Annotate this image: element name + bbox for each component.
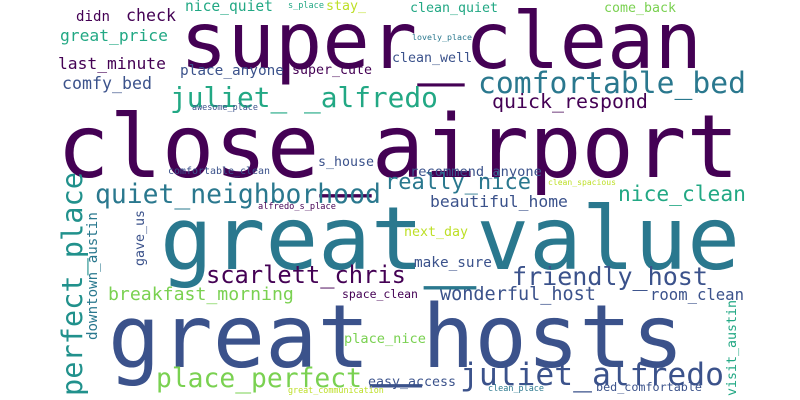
word-great-communication: great_communication (288, 385, 384, 395)
word-perfect-place: perfect_place (55, 172, 89, 396)
word-place-anyone: place_anyone (180, 63, 284, 79)
word-s-house: s_house (318, 155, 374, 170)
word-clean-spacious: clean_spacious (548, 178, 616, 187)
word-gave-us: gave_us (133, 210, 148, 266)
word-come-back: come_back (604, 1, 676, 16)
word-super-cute: super_cute (292, 63, 372, 78)
word-last-minute: last_minute (58, 54, 166, 73)
word-breakfast-morning: breakfast_morning (108, 284, 294, 305)
word-check: check (126, 6, 176, 25)
word-stay: stay_ (326, 0, 366, 14)
word-clean-place: clean_place (488, 383, 544, 393)
word-clean-well: clean_well (392, 51, 472, 66)
word-place-perfect: place_perfect (156, 364, 362, 394)
word-recommend-anyone: recommend_anyone (410, 164, 542, 180)
word-comfortable-bed: comfortable_bed (478, 65, 746, 100)
word-quiet-neighborhood: quiet_neighborhood (95, 180, 381, 210)
word-juliet-alfredo-top: juliet_ _alfredo (170, 81, 438, 114)
word-really-nice: really_nice (385, 170, 532, 195)
word-great-price: great_price (60, 26, 168, 45)
word-comfortable-clean: comfortable_clean (168, 166, 271, 177)
word-place-nice: place_nice (344, 331, 426, 347)
word-s-place: s_place (288, 1, 324, 11)
word-great-value: great_value (160, 188, 740, 290)
word-lovely-place: lovely_place (412, 32, 472, 42)
word-easy-access: easy_access (368, 375, 456, 390)
word-bed-comfortable: bed_comfortable (596, 380, 702, 394)
word-nice-clean: nice_clean (618, 182, 746, 207)
word-alfredo-s-place: alfredo_s_place (258, 202, 336, 212)
word-next-day: next_day (404, 225, 468, 240)
word-great-hosts: great_hosts (108, 286, 684, 388)
word-awesome-place: awesome_place (192, 102, 258, 112)
word-juliet-alfredo: juliet_alfredo (460, 357, 724, 393)
word-room-clean: room_clean (650, 286, 744, 304)
word-comfy-bed: comfy_bed (62, 74, 152, 93)
word-visit-austin: visit_austin (725, 300, 740, 396)
word-nice-quiet: nice_quiet (185, 0, 273, 15)
word-super-clean: super_clean (180, 0, 702, 87)
word-close-airport: close_airport (57, 96, 739, 198)
word-beautiful-home: beautiful_home (430, 192, 568, 211)
word-wonderful-host: wonderful_host (440, 284, 596, 305)
word-friendly-host: friendly_host (512, 262, 708, 291)
word-make-sure: make_sure (414, 255, 492, 271)
word-didn: didn (76, 9, 110, 25)
word-scarlett-chris: scarlett_chris (206, 261, 406, 289)
word-quick-respond: quick_respond (492, 90, 648, 113)
word-clean-quiet: clean_quiet (410, 1, 498, 16)
word-downtown-austin: downtown_austin (85, 212, 101, 340)
word-space-clean: space_clean (342, 287, 418, 301)
